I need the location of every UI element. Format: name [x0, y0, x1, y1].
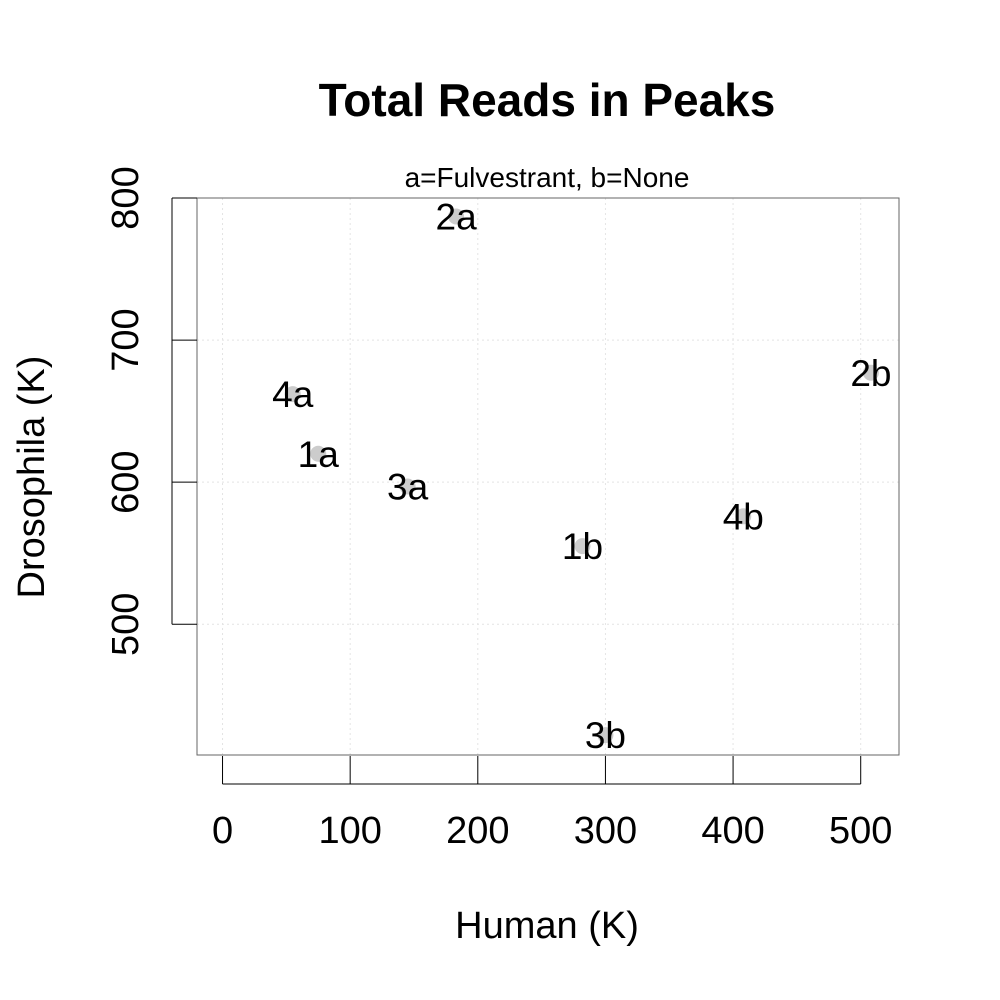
data-label-1a: 1a [298, 434, 340, 475]
data-point-1a [310, 445, 327, 462]
data-label-2a: 2a [436, 196, 478, 237]
x-tick-label: 200 [446, 810, 509, 852]
axes: 0 100 200 300 400 500 500 600 700 800 [105, 166, 892, 852]
data-point-2a [448, 208, 465, 225]
x-tick-label: 0 [212, 810, 233, 852]
data-label-3b: 3b [585, 715, 626, 756]
data-label-4a: 4a [272, 374, 314, 415]
data-point-1b [574, 538, 591, 555]
y-tick-label: 700 [105, 308, 147, 371]
y-tick-label: 800 [105, 166, 147, 229]
data-point-3b [597, 727, 614, 744]
y-tick-label: 500 [105, 593, 147, 656]
data-point-4b [735, 508, 752, 525]
data-label-1b: 1b [562, 526, 603, 567]
x-tick-label: 400 [701, 810, 764, 852]
data-point-4a [284, 386, 301, 403]
data-points: 1a 2a 3a 4a 1b 2b 3b 4b [272, 196, 891, 756]
x-tick-label: 300 [574, 810, 637, 852]
data-point-2b [862, 364, 879, 381]
chart-title: Total Reads in Peaks [319, 74, 776, 126]
data-label-3a: 3a [387, 466, 429, 507]
y-axis-label: Drosophila (K) [11, 356, 53, 599]
x-axis-label: Human (K) [455, 905, 639, 947]
chart-subtitle: a=Fulvestrant, b=None [405, 162, 690, 193]
grid [197, 197, 899, 755]
data-point-3a [399, 478, 416, 495]
x-tick-label: 500 [829, 810, 892, 852]
plot-area-frame [196, 197, 900, 756]
data-label-2b: 2b [850, 353, 891, 394]
x-tick-label: 100 [318, 810, 381, 852]
y-tick-label: 600 [105, 450, 147, 513]
data-label-4b: 4b [723, 496, 764, 537]
